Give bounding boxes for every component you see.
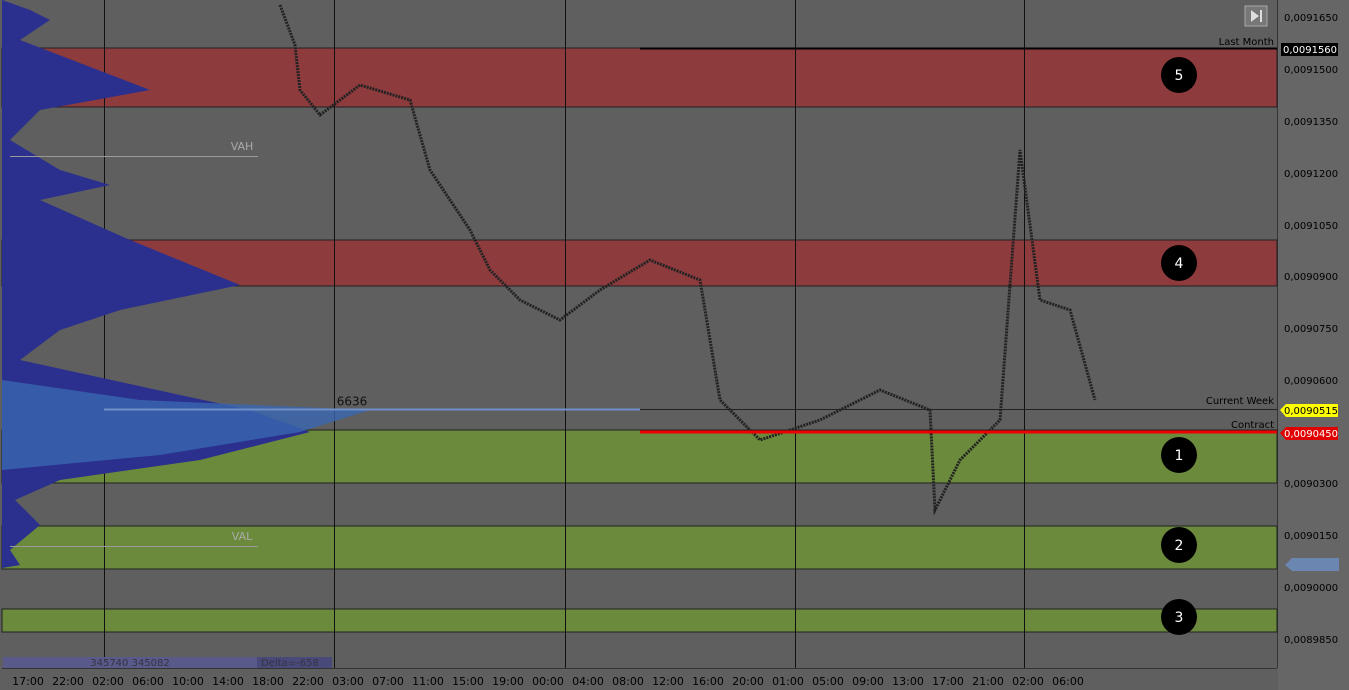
price-tag-text: 0,0090515 <box>1284 406 1338 417</box>
zone-badge <box>1161 437 1197 473</box>
scroll-end-icon <box>1251 10 1262 22</box>
time-label: 18:00 <box>252 675 284 688</box>
price-label: 0,0090750 <box>1284 324 1338 335</box>
time-label: 04:00 <box>572 675 604 688</box>
time-label: 16:00 <box>692 675 724 688</box>
price-tag <box>1280 427 1338 440</box>
price-label: 0,0091350 <box>1284 117 1338 128</box>
price-trace <box>278 4 1097 516</box>
time-label: 08:00 <box>612 675 644 688</box>
footer-volumes: 345740 345082 <box>90 658 170 669</box>
level-label: Last Month <box>1219 37 1274 48</box>
price-label: 0,0091500 <box>1284 65 1338 76</box>
price-label: 0,0090150 <box>1284 531 1338 542</box>
zone-badge <box>1161 599 1197 635</box>
price-tag-text: 0,0091560 <box>1283 45 1337 56</box>
time-label: 06:00 <box>1052 675 1084 688</box>
time-label: 02:00 <box>1012 675 1044 688</box>
time-label: 01:00 <box>772 675 804 688</box>
price-label: 0,0090900 <box>1284 272 1338 283</box>
zone-badge <box>1161 245 1197 281</box>
time-label: 22:00 <box>292 675 324 688</box>
time-label: 20:00 <box>732 675 764 688</box>
footer-delta: Delta=-658 <box>261 658 319 669</box>
time-label: 00:00 <box>532 675 564 688</box>
time-label: 21:00 <box>972 675 1004 688</box>
zone-badge <box>1161 527 1197 563</box>
level-label: Contract <box>1231 420 1274 431</box>
time-label: 19:00 <box>492 675 524 688</box>
time-label: 11:00 <box>412 675 444 688</box>
price-label: 0,0091200 <box>1284 169 1338 180</box>
zone-number: 1 <box>1175 448 1184 464</box>
price-tag-text: 0,0090450 <box>1284 429 1338 440</box>
vah-label: VAH <box>231 140 254 153</box>
axis-marker <box>1285 558 1339 571</box>
poc-volume: 6636 <box>337 395 368 409</box>
time-label: 17:00 <box>12 675 44 688</box>
session-lines <box>104 0 1025 668</box>
zone-number: 3 <box>1175 610 1184 626</box>
footer-box <box>3 657 257 668</box>
zone-green <box>1 525 1278 570</box>
time-label: 12:00 <box>652 675 684 688</box>
price-label: 0,0091650 <box>1284 13 1338 24</box>
time-label: 05:00 <box>812 675 844 688</box>
time-label: 10:00 <box>172 675 204 688</box>
price-label: 0,0090600 <box>1284 376 1338 387</box>
price-label: 0,0090000 <box>1284 583 1338 594</box>
level-label: Current Week <box>1206 396 1274 407</box>
time-label: 13:00 <box>892 675 924 688</box>
price-label: 0,0091050 <box>1284 221 1338 232</box>
price-tag <box>1281 43 1338 56</box>
zone-badge <box>1161 57 1197 93</box>
zone-number: 2 <box>1175 538 1184 554</box>
price-axis-panel <box>1278 0 1349 690</box>
footer-box <box>257 657 332 668</box>
zone-red <box>1 47 1278 108</box>
time-label: 22:00 <box>52 675 84 688</box>
val-label: VAL <box>232 530 253 543</box>
time-label: 14:00 <box>212 675 244 688</box>
time-label: 15:00 <box>452 675 484 688</box>
time-label: 02:00 <box>92 675 124 688</box>
price-label: 0,0090300 <box>1284 479 1338 490</box>
time-label: 03:00 <box>332 675 364 688</box>
zones <box>1 47 1278 633</box>
time-label: 09:00 <box>852 675 884 688</box>
time-label: 17:00 <box>932 675 964 688</box>
volume-profile-poc <box>2 380 370 470</box>
zone-number: 5 <box>1175 68 1184 84</box>
zone-number: 4 <box>1175 256 1184 272</box>
price-tag <box>1280 404 1338 417</box>
price-label: 0,0089850 <box>1284 635 1338 646</box>
time-label: 06:00 <box>132 675 164 688</box>
zone-green <box>1 608 1278 633</box>
time-label: 07:00 <box>372 675 404 688</box>
